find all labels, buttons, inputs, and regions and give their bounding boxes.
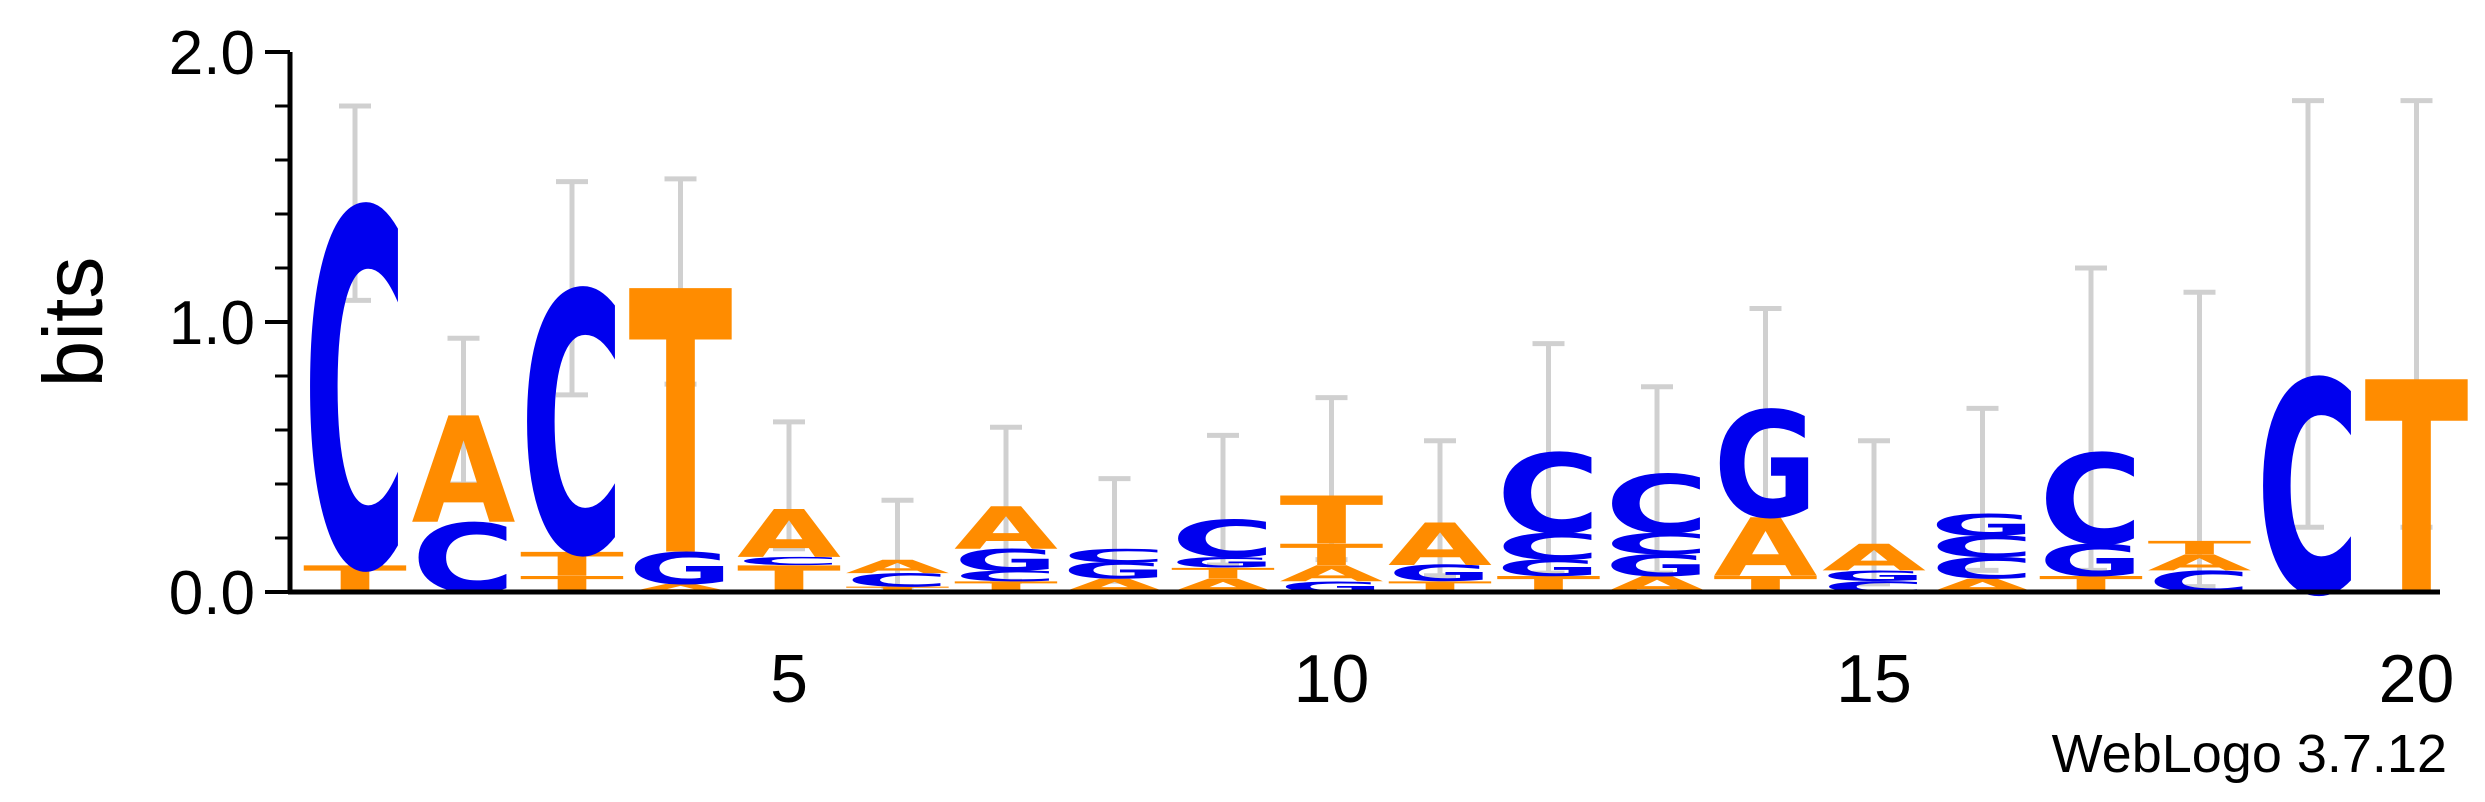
logo-letter-C: C [1931,552,2035,586]
error-bar [664,176,697,387]
error-bar [1749,306,1782,514]
x-tick-label: 20 [2379,641,2455,717]
logo-letter-A: A [1822,537,1926,579]
error-bar [1641,384,1673,576]
logo-letter-G: G [954,543,1058,577]
logo-letter-T: T [2365,321,2469,661]
error-bar [1207,432,1239,568]
logo-letter-G: G [1822,568,1926,585]
y-tick-label: 2.0 [169,19,255,88]
error-bar [1424,438,1456,579]
error-bar [1098,476,1131,584]
error-bar [881,497,914,590]
logo-letter-G: G [2039,536,2143,587]
x-tick-label: 15 [1836,641,1912,717]
logo-letter-A: A [412,388,516,558]
logo-letter-C: C [1063,545,1167,566]
error-bar [339,103,371,303]
y-tick-label: 1.0 [169,289,255,358]
logo-letter-A: A [954,495,1058,563]
error-bar [773,419,805,552]
error-bar [2400,98,2433,530]
logo-letter-C: C [954,568,1058,585]
logo-letter-G: G [1171,554,1275,571]
logo-letter-A: A [1388,511,1492,579]
letter-stacks: TCCATTCAGTTCATCATCGAAGCATGCGATTTGATGCCAG… [303,111,2468,680]
logo-letter-A: A [846,556,950,577]
error-bar [1966,405,1999,573]
error-bars [339,98,2433,590]
error-bar [2183,289,2216,590]
logo-letter-C: C [520,222,624,637]
logo-letter-G: G [1388,561,1492,586]
logo-letter-C: C [1171,510,1275,569]
y-axis-label: bits [26,257,120,388]
error-bar [1532,341,1565,576]
x-tick-label: 10 [1294,641,1370,717]
logo-letter-C: C [737,555,841,568]
x-tick-label: 5 [770,641,808,717]
logo-letter-C: C [1497,431,1601,559]
logo-letter-A: A [1714,502,1818,596]
logo-letter-C: C [1931,530,2035,564]
logo-letter-T: T [2148,537,2252,558]
logo-letter-C: C [1605,459,1709,552]
logo-letter-C: C [303,111,407,680]
logo-letter-A: A [1280,561,1385,586]
error-bar [2075,265,2107,573]
y-ticks: 0.0 1.0 2.0 [169,19,290,628]
logo-letter-G: G [1714,382,1818,552]
error-bar [447,335,480,487]
y-tick-label: 0.0 [169,559,255,628]
logo-letter-G: G [1931,508,2035,542]
error-bar [990,424,1022,584]
error-bar [1858,438,1890,587]
logo-letter-C: C [2256,322,2360,662]
logo-letter-C: C [412,505,516,615]
logo-letter-T: T [520,546,624,584]
logo-letter-G: G [1605,549,1709,583]
logo-letter-G: G [629,544,733,595]
logo-letter-T: T [1280,538,1384,572]
x-ticks: 5 10 15 20 [770,641,2454,717]
logo-letter-G: G [1063,559,1167,584]
weblogo-credit: WebLogo 3.7.12 [2052,724,2447,784]
logo-letter-C: C [846,570,950,591]
logo-letter-A: A [737,496,841,572]
logo-letter-G: G [1497,556,1601,581]
error-bar [1315,395,1348,563]
logo-letter-T: T [1280,482,1384,559]
logo-letter-A: A [2148,550,2253,575]
error-bar [556,179,588,398]
error-bar [2292,98,2324,530]
logo-letter-T: T [1171,565,1275,582]
logo-letter-T: T [629,218,734,638]
logo-letter-C: C [1497,526,1601,568]
logo-letter-C: C [1605,527,1709,561]
logo-letter-C: C [2039,429,2143,573]
